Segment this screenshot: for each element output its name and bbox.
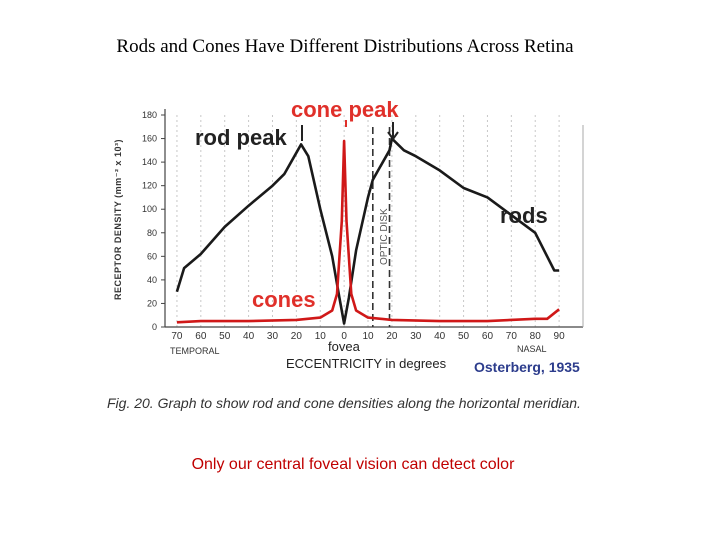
source-label: Osterberg, 1935 — [474, 359, 580, 375]
foveal-vision-note: Only our central foveal vision can detec… — [191, 456, 515, 473]
y-tick-labels: 0 20 40 60 80 100 120 140 160 180 — [142, 110, 157, 332]
slide-title: Rods and Cones Have Different Distributi… — [116, 36, 574, 57]
figure-caption: Fig. 20. Graph to show rod and cone dens… — [107, 395, 581, 411]
x-tick-label: 30 — [410, 331, 422, 342]
x-tick-label: 60 — [482, 331, 494, 342]
x-tick-label: 70 — [171, 331, 183, 342]
x-tick-label: 50 — [458, 331, 470, 342]
x-tick-label: 0 — [341, 331, 347, 342]
optic-disk-region — [372, 127, 391, 327]
y-axis-label: RECEPTOR DENSITY (mm⁻² x 10³) — [113, 139, 123, 300]
y-tick-label: 80 — [147, 228, 157, 238]
x-tick-label: 20 — [386, 331, 398, 342]
annotation-cones: cones — [252, 287, 316, 312]
annotation-rod-peak: rod peak — [195, 125, 287, 150]
x-tick-label: 40 — [243, 331, 255, 342]
x-tick-label: 20 — [291, 331, 303, 342]
y-tick-label: 40 — [147, 275, 157, 285]
region-label-nasal: NASAL — [517, 344, 547, 354]
series-line-cones — [176, 139, 560, 324]
y-tick-label: 0 — [152, 322, 157, 332]
fovea-label: fovea — [328, 339, 361, 354]
annotation-cone-peak: cone peak — [291, 97, 399, 122]
cone-peak-arrow-nasal — [387, 122, 399, 141]
series-lines — [175, 137, 560, 325]
y-tick-label: 120 — [142, 181, 157, 191]
x-tick-label: 70 — [506, 331, 518, 342]
optic-disk-label: OPTIC DISK — [379, 208, 390, 265]
x-tick-label: 80 — [530, 331, 542, 342]
y-tick-label: 140 — [142, 157, 157, 167]
annotation-rods: rods — [500, 203, 548, 228]
axes — [161, 109, 584, 328]
y-tick-label: 160 — [142, 134, 157, 144]
x-tick-labels: 70 60 50 40 30 20 10 0 10 20 30 40 50 60 70 80 90 — [171, 331, 565, 342]
x-tick-label: 60 — [195, 331, 207, 342]
series-line-rods — [175, 137, 560, 325]
x-axis-label: ECCENTRICITY in degrees — [286, 356, 447, 371]
x-tick-label: 90 — [554, 331, 566, 342]
y-tick-label: 100 — [142, 204, 157, 214]
x-tick-label: 40 — [434, 331, 446, 342]
x-tick-label: 10 — [315, 331, 327, 342]
x-tick-label: 10 — [362, 331, 374, 342]
y-tick-label: 60 — [147, 251, 157, 261]
x-tick-label: 50 — [219, 331, 231, 342]
x-tick-label: 30 — [267, 331, 279, 342]
region-label-temporal: TEMPORAL — [170, 346, 220, 356]
y-tick-label: 180 — [142, 110, 157, 120]
y-tick-label: 20 — [147, 298, 157, 308]
